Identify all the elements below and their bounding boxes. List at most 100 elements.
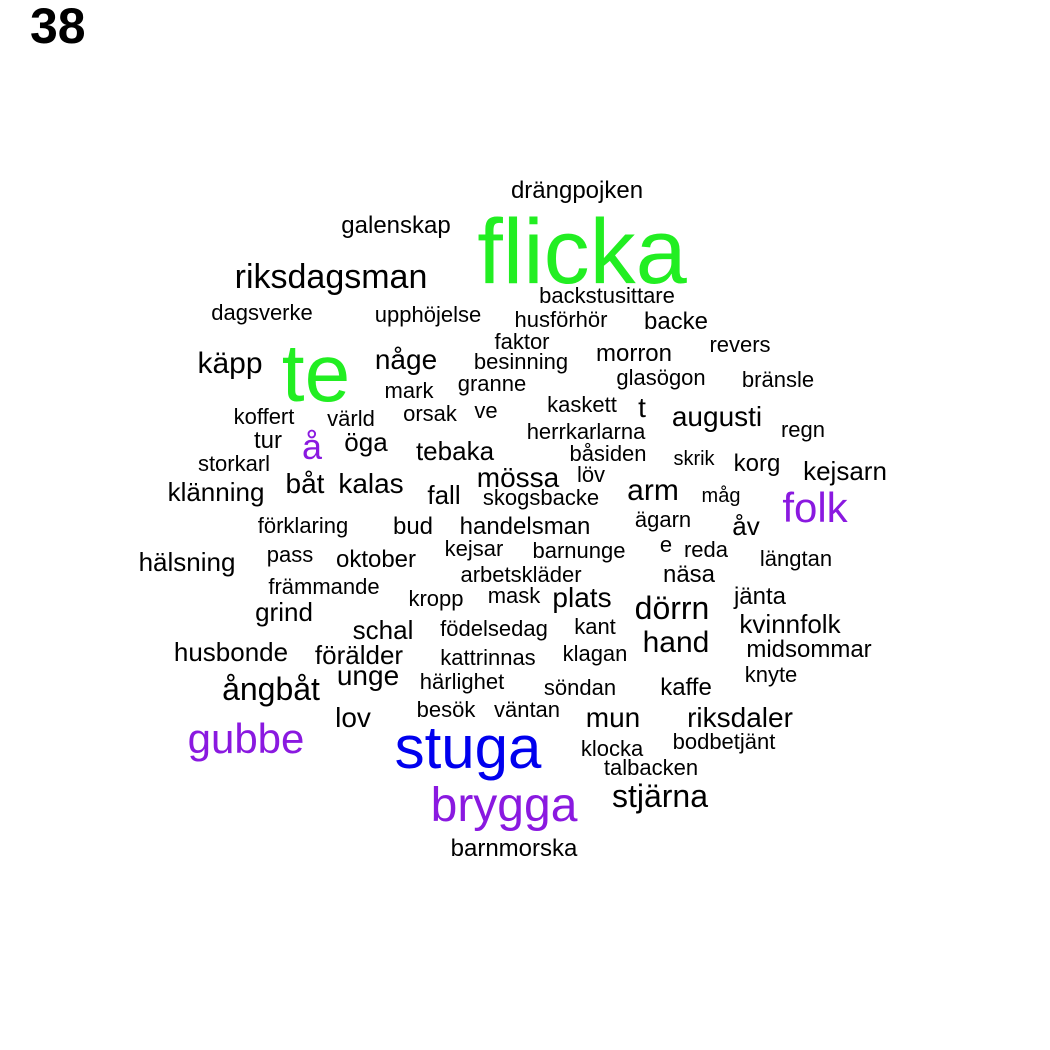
word-varld: värld	[327, 406, 375, 431]
word-besok: besök	[416, 697, 476, 722]
word-reda: reda	[683, 537, 729, 562]
word-fodelsedag: födelsedag	[440, 616, 548, 641]
word-halsning: hälsning	[138, 547, 236, 577]
word-langtan: längtan	[759, 546, 833, 571]
word-janta: jänta	[733, 583, 787, 610]
word-basiden: båsiden	[569, 441, 647, 466]
word-stjarna: stjärna	[611, 778, 709, 814]
word-av: åv	[732, 511, 760, 541]
word-kattrinnas: kattrinnas	[440, 645, 536, 670]
word-nage: någe	[374, 344, 438, 375]
word-nasa: näsa	[662, 561, 716, 588]
word-faktor: faktor	[494, 329, 550, 354]
word-folk: folk	[782, 484, 848, 531]
word-upphojelse: upphöjelse	[374, 302, 482, 327]
word-angbat: ångbåt	[222, 671, 320, 707]
word-mark: mark	[384, 378, 434, 403]
word-husforhor: husförhör	[514, 307, 608, 332]
word-kvinnfolk: kvinnfolk	[739, 609, 841, 639]
word-backe: backe	[643, 308, 709, 335]
word-dagsverke: dagsverke	[211, 300, 313, 325]
word-kaffe: kaffe	[660, 674, 712, 701]
word-lov: lov	[335, 702, 371, 733]
word-husbonde: husbonde	[173, 637, 289, 667]
word-oga: öga	[344, 427, 388, 457]
word-midsommar: midsommar	[746, 636, 872, 663]
word-bat: båt	[285, 468, 325, 499]
word-stuga: stuga	[394, 714, 542, 781]
word-skogsbacke: skogsbacke	[482, 485, 600, 510]
word-koffert: koffert	[233, 404, 295, 429]
word-a: å	[301, 426, 323, 467]
word-knyte: knyte	[744, 662, 798, 687]
page-number: 38	[30, 0, 86, 54]
word-riksdagsman: riksdagsman	[234, 258, 428, 296]
word-ve: ve	[474, 398, 498, 423]
word-regn: regn	[780, 417, 826, 442]
word-mun: mun	[585, 702, 641, 733]
word-fall: fall	[427, 480, 461, 510]
word-kalas: kalas	[338, 468, 404, 499]
word-hand: hand	[642, 626, 710, 659]
word-arbetsklader: arbetskläder	[460, 562, 582, 587]
word-pass: pass	[266, 542, 314, 567]
word-klocka: klocka	[580, 736, 644, 761]
word-tebaka: tebaka	[415, 436, 495, 466]
word-unge: unge	[336, 660, 400, 691]
word-frammande: främmande	[268, 574, 380, 599]
word-sondan: söndan	[543, 675, 617, 700]
word-schal: schal	[352, 615, 414, 645]
word-kejsar: kejsar	[444, 536, 504, 561]
word-lov: löv	[576, 462, 606, 487]
word-dorrn: dörrn	[634, 590, 710, 626]
word-e: e	[659, 532, 673, 557]
word-mask: mask	[487, 583, 541, 608]
word-plats: plats	[552, 582, 612, 613]
word-kropp: kropp	[408, 586, 464, 611]
word-mossa: mössa	[476, 462, 560, 493]
word-riksdaler: riksdaler	[687, 702, 793, 733]
word-galenskap: galenskap	[341, 212, 451, 239]
word-mag: måg	[701, 485, 741, 507]
word-brygga: brygga	[430, 779, 578, 832]
word-flicka: flicka	[477, 201, 687, 303]
word-bud: bud	[392, 513, 434, 540]
word-arm: arm	[627, 474, 679, 507]
word-herrkarlarna: herrkarlarna	[526, 419, 646, 444]
word-agarn: ägarn	[634, 507, 692, 532]
word-granne: granne	[457, 371, 527, 396]
word-kejsarn: kejsarn	[803, 456, 887, 486]
word-revers: revers	[709, 332, 771, 357]
word-vantan: väntan	[493, 697, 561, 722]
word-morron: morron	[595, 340, 673, 367]
word-barnmorska: barnmorska	[450, 835, 578, 862]
word-bodbetjant: bodbetjänt	[672, 729, 776, 754]
word-kant: kant	[574, 614, 616, 639]
word-foralder: förälder	[314, 640, 404, 670]
word-talbacken: talbacken	[603, 755, 699, 780]
word-korg: korg	[733, 450, 781, 477]
word-te: te	[281, 328, 351, 419]
word-bransle: bränsle	[741, 367, 815, 392]
word-t: t	[638, 392, 646, 423]
word-tur: tur	[253, 427, 283, 454]
word-harlighet: härlighet	[419, 669, 505, 694]
word-backstusittare: backstusittare	[539, 283, 675, 308]
word-augusti: augusti	[671, 401, 763, 432]
word-barnunge: barnunge	[532, 538, 626, 563]
word-oktober: oktober	[335, 546, 417, 573]
word-kapp: käpp	[197, 347, 263, 380]
word-drangpojken: drängpojken	[510, 177, 644, 204]
word-handelsman: handelsman	[459, 513, 591, 540]
word-glasogon: glasögon	[616, 365, 706, 390]
word-besinning: besinning	[473, 349, 569, 374]
word-klanning: klänning	[167, 477, 265, 507]
word-orsak: orsak	[403, 401, 457, 426]
word-gubbe: gubbe	[187, 715, 305, 762]
word-klagan: klagan	[562, 641, 628, 666]
word-forklaring: förklaring	[257, 513, 349, 538]
word-grind: grind	[255, 597, 313, 627]
word-skrik: skrik	[673, 448, 715, 470]
word-storkarl: storkarl	[197, 451, 271, 476]
